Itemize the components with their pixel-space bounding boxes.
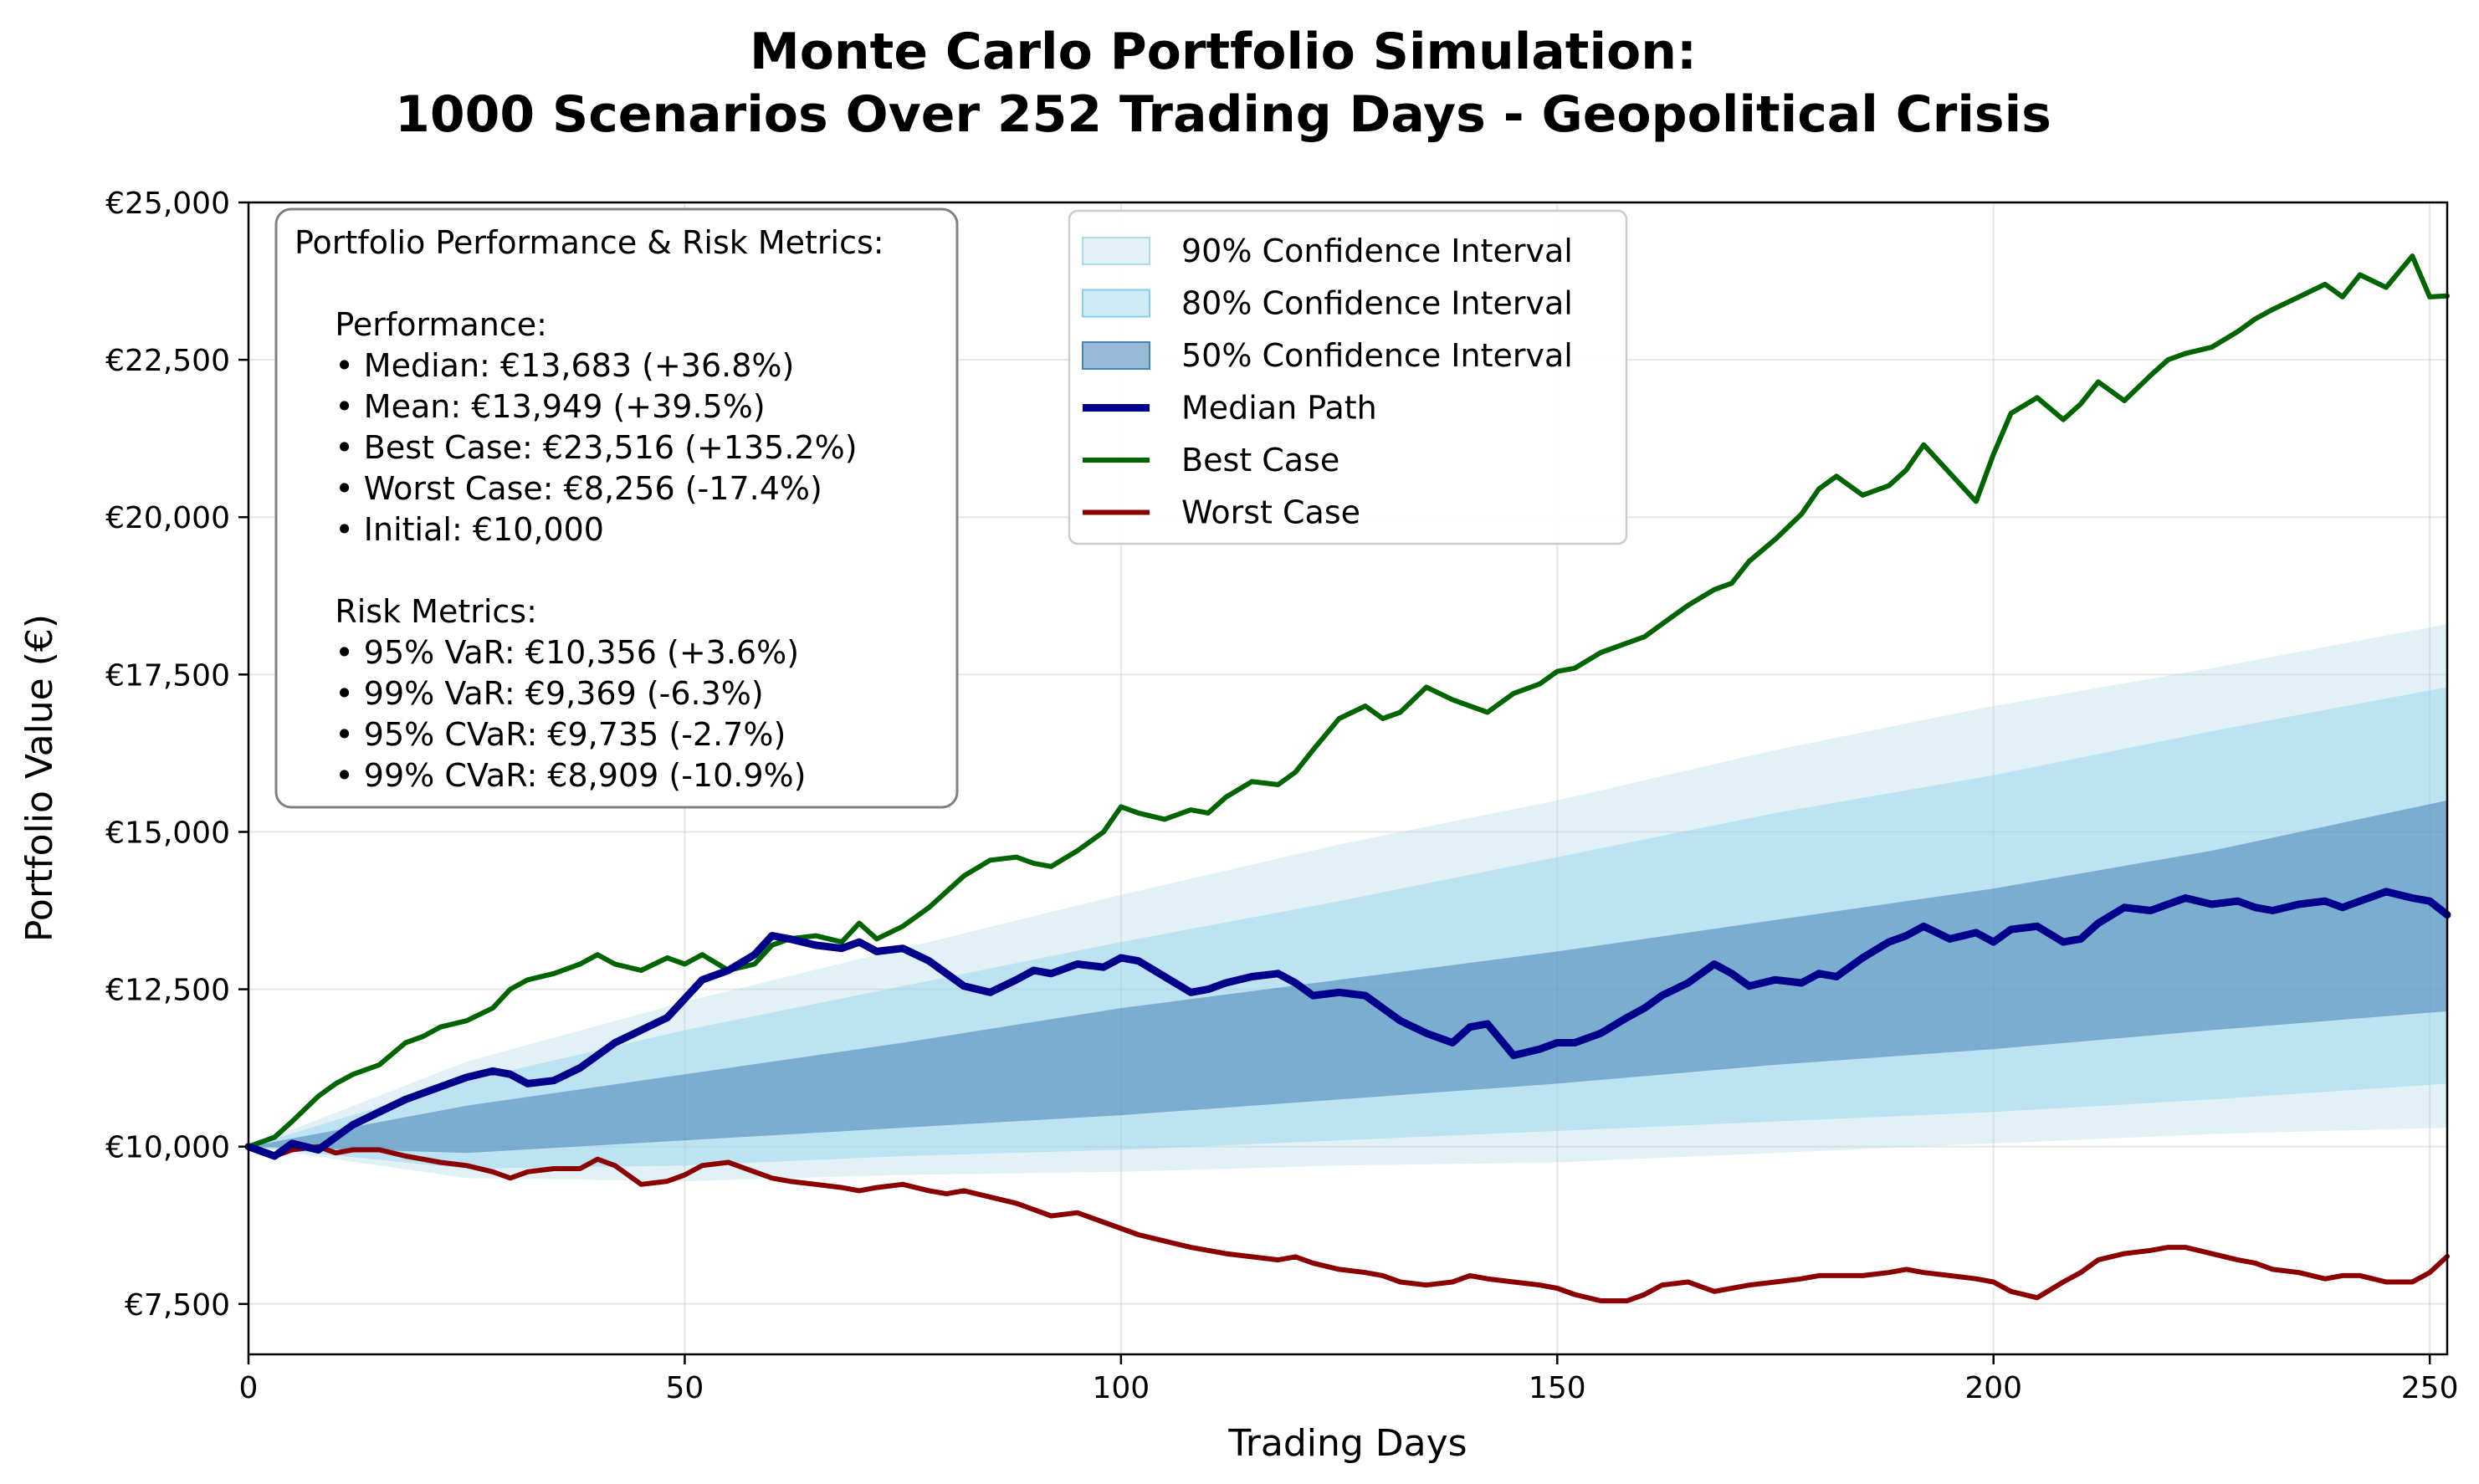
legend-swatch <box>1082 341 1150 370</box>
chart-title-line-2: 1000 Scenarios Over 252 Trading Days - G… <box>395 85 2051 144</box>
y-tick-label: €25,000 <box>105 187 230 221</box>
metrics-line: • Median: €13,683 (+36.8%) <box>295 347 794 384</box>
series-lines <box>244 253 2451 1303</box>
legend-label: Worst Case <box>1181 494 1360 531</box>
metrics-line: • 95% CVaR: €9,735 (-2.7%) <box>295 716 786 753</box>
metrics-line: • 99% CVaR: €8,909 (-10.9%) <box>295 757 806 794</box>
y-tick-label: €7,500 <box>125 1288 230 1323</box>
metrics-line: • Initial: €10,000 <box>295 511 604 548</box>
metrics-line: • 95% VaR: €10,356 (+3.6%) <box>295 634 799 671</box>
metrics-line: • 99% VaR: €9,369 (-6.3%) <box>295 675 764 712</box>
x-tick-label: 250 <box>2401 1371 2459 1405</box>
median-path-line <box>244 888 2451 1160</box>
confidence-bands <box>248 624 2447 1182</box>
legend-label: Best Case <box>1181 442 1339 478</box>
metrics-box-frame <box>274 207 959 809</box>
legend-items: 90% Confidence Interval 80% Confidence In… <box>1082 233 1573 531</box>
metrics-heading: Portfolio Performance & Risk Metrics: <box>295 224 884 261</box>
metrics-line: • Worst Case: €8,256 (-17.4%) <box>295 470 822 507</box>
plot-frame <box>247 201 2449 1356</box>
metrics-annotation-box: Portfolio Performance & Risk Metrics: Pe… <box>274 207 959 809</box>
x-tick-label: 50 <box>666 1371 704 1405</box>
x-tick-label: 100 <box>1092 1371 1150 1405</box>
y-tick-label: €12,500 <box>105 974 230 1008</box>
confidence-band-50 <box>248 800 2447 1154</box>
metrics-line: • Best Case: €23,516 (+135.2%) <box>295 429 858 466</box>
legend-frame <box>1068 209 1628 545</box>
metrics-line: Performance: <box>295 306 547 343</box>
legend-label: 90% Confidence Interval <box>1181 233 1573 269</box>
x-axis-ticks: 0 50 100 150 200 250 <box>239 1354 2459 1405</box>
y-axis-ticks: €7,500 €10,000 €12,500 €15,000 €17,500 €20,00… <box>105 187 248 1323</box>
x-tick-label: 200 <box>1964 1371 2022 1405</box>
legend-swatch <box>1082 289 1150 318</box>
x-tick-label: 0 <box>239 1371 259 1405</box>
metrics-line: • Mean: €13,949 (+39.5%) <box>295 388 766 425</box>
y-tick-label: €20,000 <box>105 501 230 535</box>
x-tick-label: 150 <box>1529 1371 1586 1405</box>
metrics-lines: Performance: • Median: €13,683 (+36.8%) … <box>295 306 858 794</box>
y-axis-label: Portfolio Value (€) <box>18 614 61 942</box>
legend: 90% Confidence Interval 80% Confidence In… <box>1068 209 1628 545</box>
legend-label: 80% Confidence Interval <box>1181 285 1573 322</box>
metrics-line: Risk Metrics: <box>295 593 537 630</box>
y-tick-label: €22,500 <box>105 344 230 378</box>
y-tick-label: €17,500 <box>105 658 230 693</box>
legend-label: Median Path <box>1181 390 1377 427</box>
y-tick-label: €15,000 <box>105 816 230 850</box>
best-case-line <box>246 253 2450 1149</box>
chart-title: Monte Carlo Portfolio Simulation: 1000 S… <box>395 23 2051 144</box>
x-axis-label: Trading Days <box>1227 1422 1467 1465</box>
chart-title-line-1: Monte Carlo Portfolio Simulation: <box>750 23 1697 81</box>
worst-case-line <box>246 1144 2450 1303</box>
y-tick-label: €10,000 <box>105 1131 230 1165</box>
legend-swatch <box>1082 237 1150 265</box>
legend-label: 50% Confidence Interval <box>1181 337 1573 374</box>
